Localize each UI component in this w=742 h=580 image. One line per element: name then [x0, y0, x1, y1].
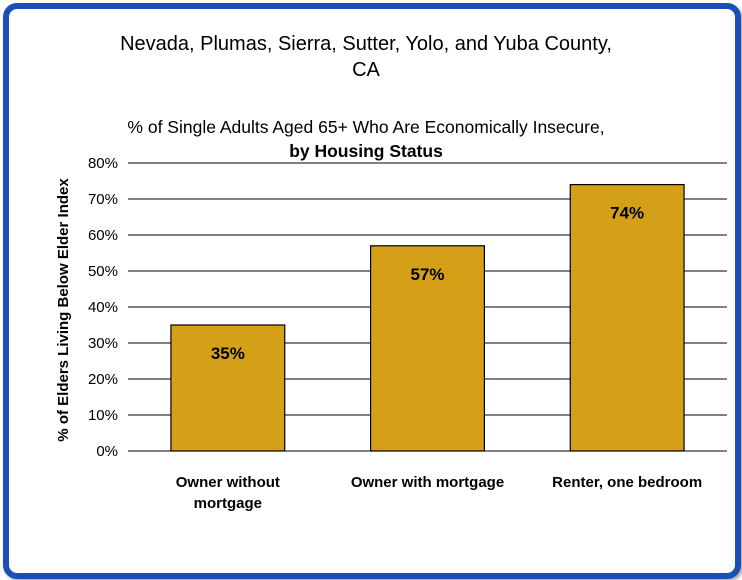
chart-subtitle-line-1: % of Single Adults Aged 65+ Who Are Econ…: [127, 117, 604, 137]
x-category-label: Renter, one bedroom: [552, 474, 702, 491]
y-tick-label: 40%: [88, 299, 118, 316]
y-tick-label: 80%: [88, 155, 118, 172]
y-tick-label: 0%: [96, 443, 118, 460]
chart-title-line-2: CA: [352, 59, 380, 81]
y-tick-label: 20%: [88, 371, 118, 388]
x-category-label: Owner without: [176, 474, 280, 491]
y-tick-label: 10%: [88, 407, 118, 424]
y-tick-label: 30%: [88, 335, 118, 352]
chart-title-line-1: Nevada, Plumas, Sierra, Sutter, Yolo, an…: [120, 33, 612, 55]
y-tick-label: 60%: [88, 227, 118, 244]
y-tick-label: 50%: [88, 263, 118, 280]
bar: [369, 245, 486, 452]
bars: [170, 184, 685, 452]
x-category-label: mortgage: [194, 495, 262, 512]
data-labels: 35% 57% 74%: [211, 204, 644, 363]
y-axis-label: % of Elders Living Below Elder Index: [55, 178, 72, 442]
x-axis-categories: Owner without mortgage Owner with mortgage…: [176, 474, 702, 512]
chart-subtitle: % of Single Adults Aged 65+ Who Are Econ…: [127, 117, 604, 161]
y-tick-label: 70%: [88, 191, 118, 208]
data-label: 57%: [410, 265, 444, 284]
y-axis-ticks: 0% 10% 20% 30% 40% 50% 60% 70% 80%: [88, 155, 118, 460]
data-label: 35%: [211, 344, 245, 363]
x-category-label: Owner with mortgage: [351, 474, 504, 491]
bar: [170, 324, 286, 452]
data-label: 74%: [610, 204, 644, 223]
chart-title: Nevada, Plumas, Sierra, Sutter, Yolo, an…: [120, 33, 612, 81]
bar: [569, 184, 685, 452]
chart-subtitle-line-2: by Housing Status: [289, 141, 443, 161]
